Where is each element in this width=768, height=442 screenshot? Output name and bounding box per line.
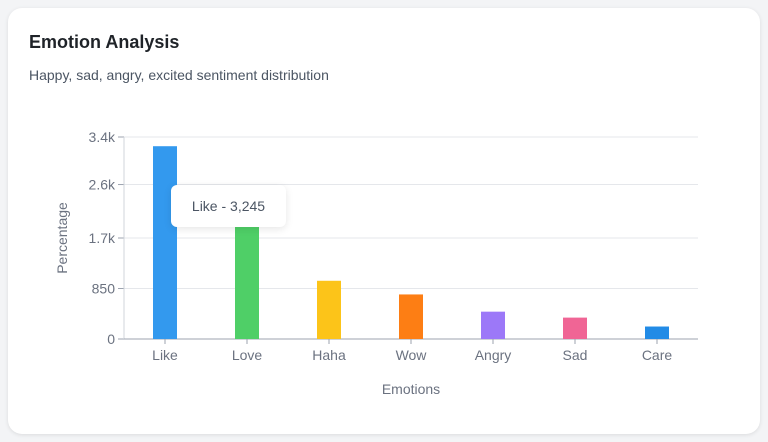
bar-haha[interactable] — [317, 280, 341, 339]
x-tick-label: Like — [152, 347, 178, 363]
bars[interactable] — [153, 146, 669, 339]
y-tick-label: 2.6k — [89, 177, 116, 193]
x-tick-label: Sad — [563, 347, 588, 363]
y-tick-label: 850 — [92, 281, 116, 297]
x-tick-label: Wow — [396, 347, 428, 363]
bar-care[interactable] — [645, 326, 669, 339]
x-axis-title: Emotions — [382, 381, 440, 397]
chart-card: Emotion Analysis Happy, sad, angry, exci… — [8, 8, 760, 434]
x-tick-label: Care — [642, 347, 673, 363]
chart-subtitle: Happy, sad, angry, excited sentiment dis… — [29, 67, 329, 83]
y-tick-label: 3.4k — [89, 129, 116, 145]
bar-sad[interactable] — [563, 317, 587, 339]
x-tick-label: Love — [232, 347, 263, 363]
chart-title: Emotion Analysis — [29, 32, 180, 52]
y-axis-title: Percentage — [54, 202, 70, 274]
bar-love[interactable] — [235, 226, 259, 339]
bar-angry[interactable] — [481, 311, 505, 339]
tick-labels: 0 850 1.7k 2.6k 3.4k Like Love Haha Wow Angry Sad C… — [89, 129, 673, 363]
bar-tooltip: Like - 3,245 — [171, 185, 286, 227]
x-tick-label: Angry — [475, 347, 512, 363]
y-tick-label: 0 — [107, 331, 115, 347]
y-tick-label: 1.7k — [89, 230, 116, 246]
x-tick-label: Haha — [312, 347, 346, 363]
bar-wow[interactable] — [399, 294, 423, 339]
bar-like[interactable] — [153, 146, 177, 339]
